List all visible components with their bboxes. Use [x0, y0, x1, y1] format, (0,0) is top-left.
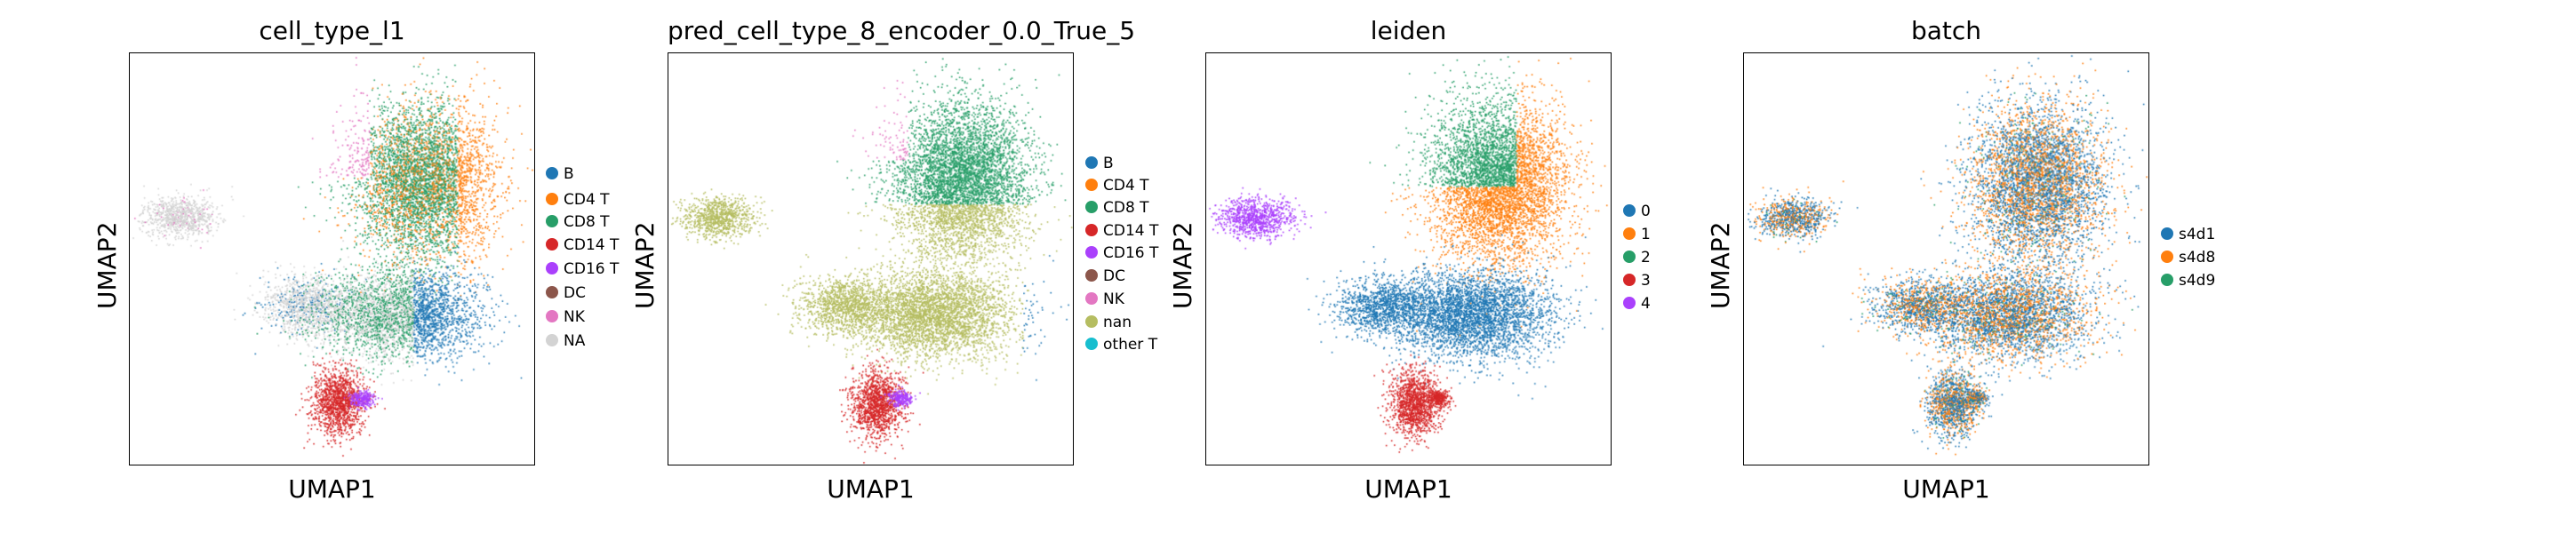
legend-label: NA — [564, 332, 586, 350]
legend-item: CD14 T — [546, 234, 619, 257]
legend-label: CD16 T — [1103, 244, 1159, 262]
legend-item: NK — [546, 306, 585, 329]
legend-item: CD8 T — [546, 211, 610, 234]
legend-marker — [1085, 200, 1098, 213]
legend-label: CD16 T — [564, 260, 620, 278]
legend-item: CD8 T — [1085, 196, 1149, 219]
scatter-plot-area — [129, 52, 535, 465]
scatter-points — [130, 53, 534, 465]
legend-label: NK — [564, 308, 585, 326]
x-axis-label: UMAP1 — [827, 474, 915, 504]
legend-label: CD14 T — [564, 236, 620, 254]
x-axis-label: UMAP1 — [1364, 474, 1452, 504]
legend-label: 2 — [1641, 249, 1651, 266]
legend-marker — [2161, 227, 2173, 240]
legend-label: s4d8 — [2179, 249, 2216, 266]
legend-marker — [546, 166, 558, 179]
legend-item: NK — [1085, 288, 1124, 311]
legend-item: 2 — [1623, 246, 1651, 269]
legend-marker — [546, 333, 558, 346]
legend-item: s4d9 — [2161, 269, 2215, 292]
legend-item: 0 — [1623, 200, 1651, 223]
legend-marker — [1623, 273, 1636, 286]
legend-label: CD8 T — [564, 213, 610, 231]
legend-item: CD4 T — [1085, 174, 1149, 197]
legend-marker — [2161, 273, 2173, 286]
legend-label: CD8 T — [1103, 199, 1149, 217]
legend-label: CD4 T — [564, 191, 610, 209]
legend-marker — [546, 261, 558, 274]
panel-title: cell_type_l1 — [259, 16, 405, 45]
scatter-points — [1744, 53, 2148, 465]
legend-marker — [1623, 203, 1636, 217]
panel-title: batch — [1910, 16, 1982, 45]
umap-panel-batch: batch UMAP1 UMAP2 s4d1 s4d8 s4d9 — [1706, 16, 2215, 504]
legend-item: B — [546, 163, 574, 186]
scatter-points — [1206, 53, 1611, 465]
legend-item: s4d1 — [2161, 223, 2215, 246]
legend-marker — [1623, 250, 1636, 263]
legend-item: s4d8 — [2161, 246, 2215, 269]
legend-marker — [1085, 314, 1098, 328]
legend-marker — [546, 214, 558, 227]
legend-item: DC — [1085, 265, 1125, 288]
x-axis-label: UMAP1 — [288, 474, 376, 504]
legend-item: NA — [546, 330, 585, 353]
panel-title: pred_cell_type_8_encoder_0.0_True_5 — [668, 16, 1136, 45]
umap-panel-cell-type: cell_type_l1 UMAP1 UMAP2 B CD4 T CD8 T CD14… — [0, 0, 640, 533]
panel-title: leiden — [1370, 16, 1447, 45]
legend-marker — [1085, 268, 1098, 282]
legend-item: CD14 T — [1085, 219, 1158, 243]
legend-marker — [1085, 223, 1098, 236]
legend-marker — [1085, 291, 1098, 305]
legend-marker — [546, 309, 558, 322]
legend-item: CD4 T — [546, 188, 610, 211]
legend-item: DC — [546, 282, 586, 305]
legend-marker — [1623, 296, 1636, 309]
legend-item: CD16 T — [546, 258, 619, 281]
legend-item: other T — [1085, 333, 1157, 356]
scatter-plot-area — [1205, 52, 1612, 465]
legend-label: nan — [1103, 314, 1132, 331]
legend-item: 3 — [1623, 269, 1651, 292]
legend-marker — [1085, 337, 1098, 350]
legend-item: 4 — [1623, 292, 1651, 315]
legend-label: CD14 T — [1103, 222, 1159, 240]
legend-label: other T — [1103, 336, 1158, 354]
legend-label: 3 — [1641, 272, 1651, 290]
legend-item: nan — [1085, 311, 1132, 334]
legend-label: 0 — [1641, 203, 1651, 220]
legend-label: s4d1 — [2179, 226, 2216, 243]
legend-marker — [1085, 245, 1098, 259]
scatter-points — [668, 53, 1073, 465]
scatter-plot-area — [668, 52, 1074, 465]
x-axis-label: UMAP1 — [1902, 474, 1990, 504]
scatter-plot-area — [1743, 52, 2149, 465]
legend-marker — [2161, 250, 2173, 263]
legend-marker — [1085, 155, 1098, 169]
y-axis-label: UMAP2 — [1706, 221, 1735, 309]
legend-item: 1 — [1623, 223, 1651, 246]
legend-label: CD4 T — [1103, 177, 1149, 195]
legend-label: 4 — [1641, 295, 1651, 313]
legend-label: NK — [1103, 290, 1124, 308]
legend-label: DC — [564, 284, 586, 302]
legend-label: 1 — [1641, 226, 1651, 243]
legend-marker — [546, 192, 558, 205]
legend-label: DC — [1103, 267, 1125, 285]
legend-marker — [546, 237, 558, 251]
umap-panel-predicted-cell-type: pred_cell_type_8_encoder_0.0_True_5 UMAP… — [0, 0, 1182, 533]
legend-label: s4d9 — [2179, 272, 2216, 290]
legend-marker — [546, 285, 558, 298]
legend-marker — [1085, 178, 1098, 191]
legend-item: CD16 T — [1085, 242, 1158, 265]
legend-label: B — [1103, 155, 1114, 172]
legend-marker — [1623, 227, 1636, 240]
legend-item: B — [1085, 152, 1114, 175]
legend-label: B — [564, 165, 574, 183]
